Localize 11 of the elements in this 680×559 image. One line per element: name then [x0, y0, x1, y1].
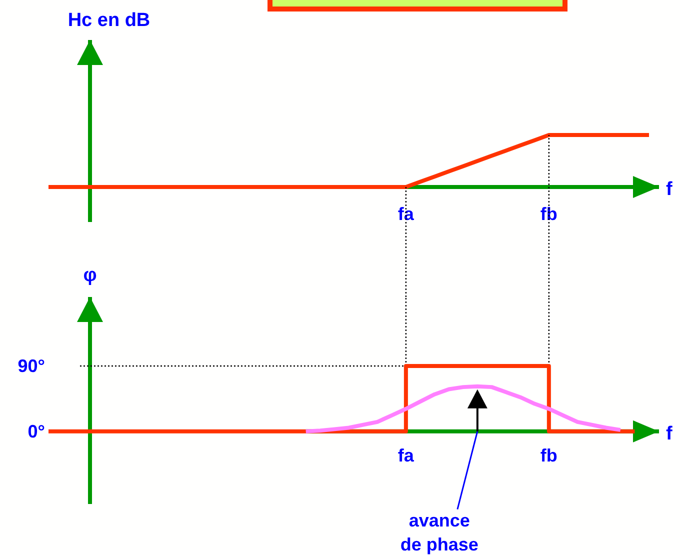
line-series [304, 384, 622, 434]
x-axis-title: f [666, 179, 673, 200]
x-axis-title: f [666, 423, 673, 444]
y-axis-title: Hc en dB [68, 10, 150, 31]
x-tick-label: fa [398, 204, 415, 224]
text: avance de phase [400, 510, 478, 554]
y-tick-label: 90° [18, 356, 45, 376]
x-tick-label: fb [540, 445, 558, 466]
y-tick-label: 0° [28, 421, 45, 442]
y-axis-title: φ [83, 265, 97, 286]
x-tick-label: fa [398, 445, 415, 466]
